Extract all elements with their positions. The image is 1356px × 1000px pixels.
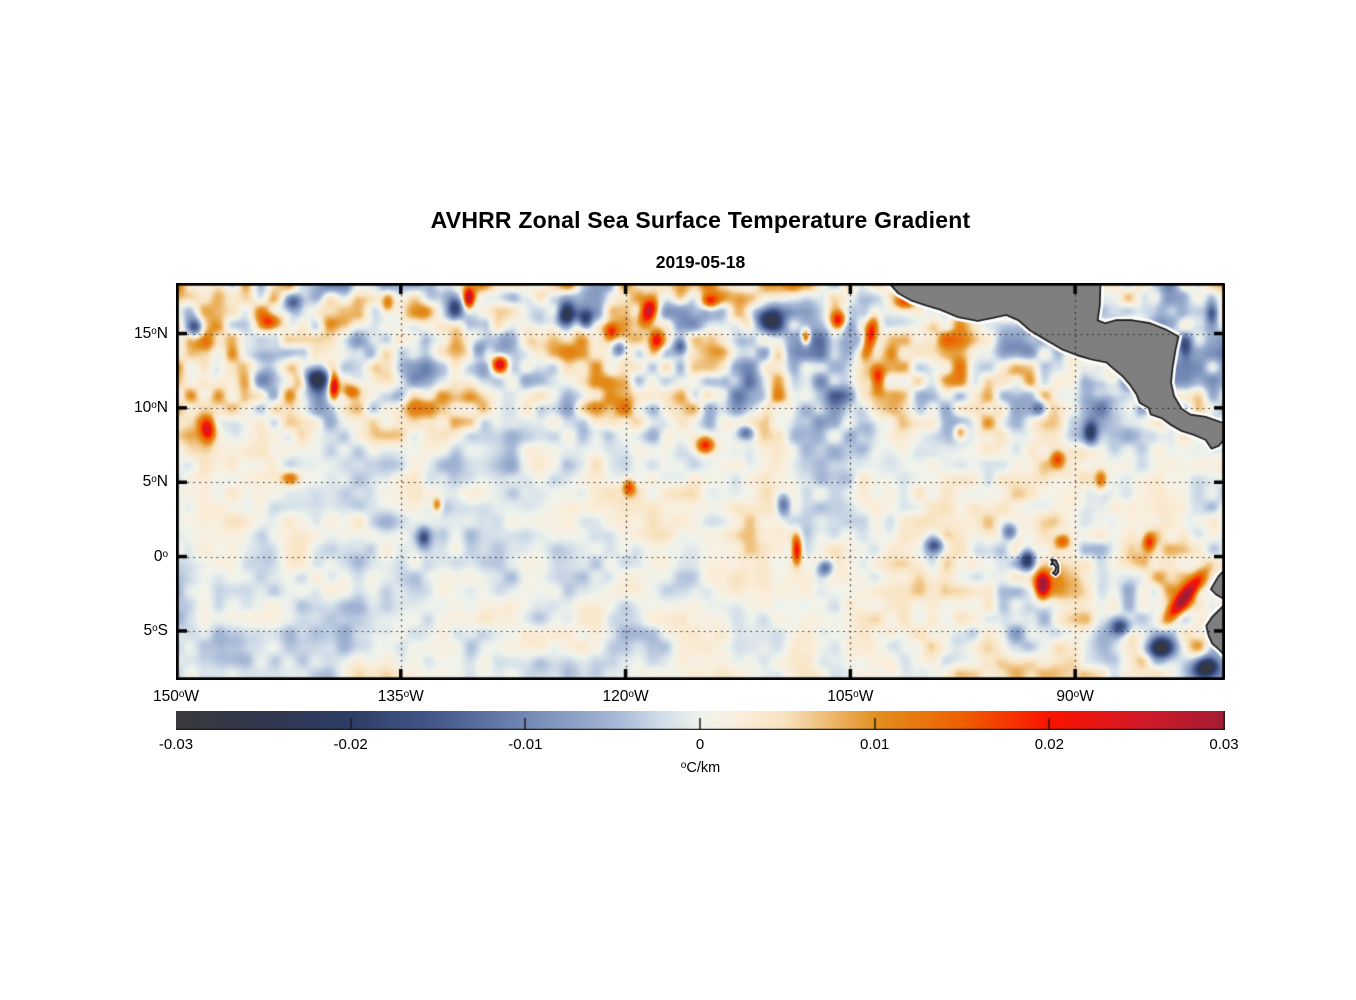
colorbar-tick-label: 0.01 — [860, 736, 890, 753]
colorbar-tick-label: 0.03 — [1209, 736, 1239, 753]
x-tick-label-90w: 90oW — [1056, 688, 1094, 705]
colorbar-tick-label: -0.02 — [333, 736, 368, 753]
x-tick-label-105w: 105oW — [827, 688, 874, 705]
chart-date-subtitle: 2019-05-18 — [655, 252, 746, 272]
y-tick-label-5s: 5oS — [143, 621, 168, 639]
x-tick-label-150w: 150oW — [152, 688, 200, 705]
chart-title: AVHRR Zonal Sea Surface Temperature Grad… — [430, 207, 971, 233]
y-tick-label-15n: 15oN — [133, 324, 168, 342]
colorbar — [176, 711, 1225, 730]
colorbar-tick-label: -0.03 — [158, 736, 194, 753]
y-tick-label-10n: 10oN — [133, 398, 168, 416]
x-tick-label-120w: 120oW — [602, 688, 649, 705]
colorbar-tick-label: 0 — [695, 736, 705, 753]
colorbar-units-label: oC/km — [680, 760, 721, 776]
colorbar-tick-label: 0.02 — [1034, 736, 1064, 753]
sst-gradient-map — [176, 283, 1225, 680]
colorbar-tick-label: -0.01 — [508, 736, 543, 753]
x-tick-label-135w: 135oW — [377, 688, 424, 705]
y-tick-label-5n: 5oN — [142, 473, 168, 491]
y-tick-label-0: 0o — [153, 547, 168, 565]
